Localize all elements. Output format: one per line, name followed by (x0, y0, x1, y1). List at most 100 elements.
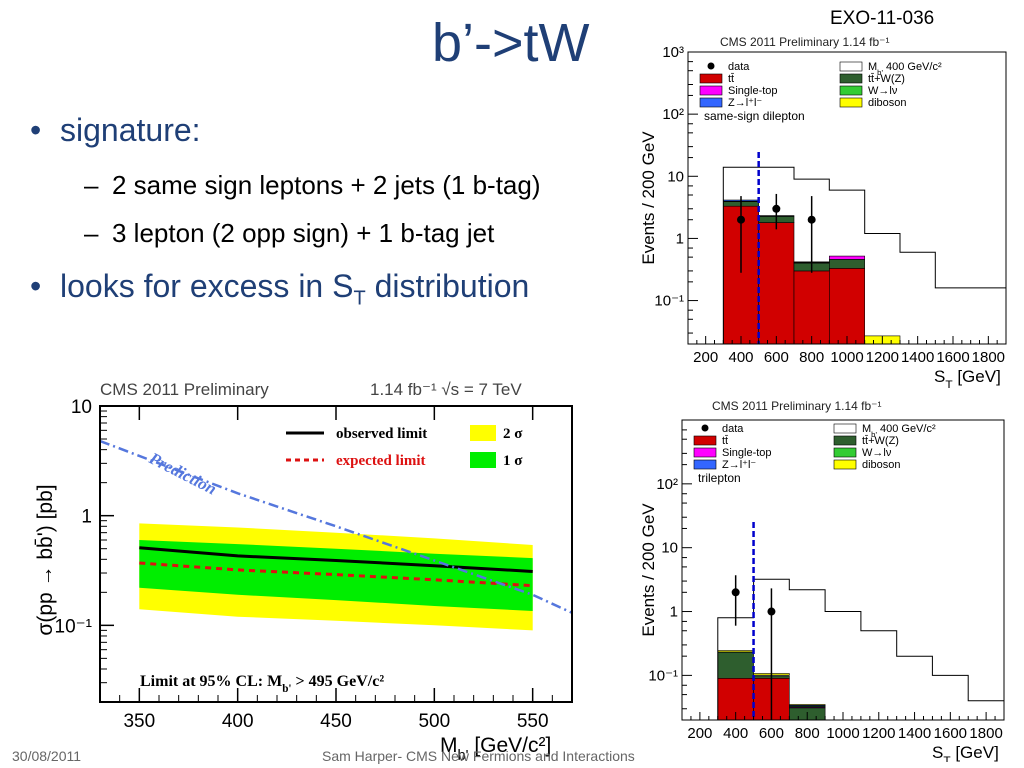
legend-singletop-label: Single-top (722, 447, 772, 459)
x-tick-label: 1600 (936, 349, 969, 366)
x-tick-label: 200 (693, 349, 718, 366)
hist-plot-area (722, 152, 1006, 344)
x-tick-label: 450 (320, 711, 352, 732)
x-tick-label: 800 (795, 725, 820, 742)
legend-1sigma-label: 1 σ (503, 453, 523, 469)
x-tick-label: 1800 (969, 725, 1002, 742)
x-axis-label: Mb' [GeV/c²] (440, 734, 551, 760)
limit-chart: CMS 2011 Preliminary 1.14 fb⁻¹ √s = 7 TeV… (34, 380, 573, 760)
chart-title: CMS 2011 Preliminary (100, 380, 269, 399)
legend-signal-swatch (833, 423, 857, 434)
hist-plot-area (717, 522, 1004, 720)
prediction-label: Prediction (145, 448, 219, 498)
legend-zll-swatch (693, 459, 717, 470)
x-tick-label: 550 (517, 711, 549, 732)
chart-luminosity: 1.14 fb⁻¹ √s = 7 TeV (370, 380, 522, 399)
y-tick-label: 10 (71, 397, 92, 418)
bullet-excess-text: looks for excess in S (60, 268, 354, 304)
region-label: same-sign dilepton (704, 109, 805, 123)
stack-bar-0 (793, 270, 830, 344)
x-tick-label: 600 (759, 725, 784, 742)
y-tick-label: 10 (667, 168, 684, 185)
legend-singletop-label: Single-top (728, 85, 778, 97)
y-tick-label: 1 (670, 604, 678, 621)
dash-icon: – (84, 218, 99, 248)
legend-zll-label: Z→l⁺l⁻ (728, 97, 762, 109)
footer-date: 30/08/2011 (12, 748, 82, 764)
legend-ttw-label: tt̄+W(Z) (868, 73, 905, 85)
legend-data-marker (707, 62, 715, 70)
y-tick-label: 1 (81, 507, 92, 528)
data-point (737, 215, 745, 224)
legend-signal-label: Mb' 400 GeV/c² (862, 423, 936, 439)
sub-bullet-trilepton-text: 3 lepton (2 opp sign) + 1 b-tag jet (112, 218, 495, 248)
sub-bullet-dilepton-text: 2 same sign leptons + 2 jets (1 b-tag) (112, 170, 541, 200)
legend-wlnu-label: W→lν (862, 447, 892, 459)
legend-wlnu-swatch (833, 447, 857, 458)
y-tick-label: 10 (661, 540, 678, 557)
legend-2sigma-swatch (470, 425, 496, 441)
stack-bar-5 (789, 704, 826, 706)
legend-zll-swatch (699, 97, 723, 108)
legend-ttw-label: tt̄+W(Z) (862, 435, 899, 447)
x-tick-label: 1000 (826, 725, 859, 742)
legend-signal-swatch (839, 61, 863, 72)
legend-data-marker (701, 424, 709, 432)
legend-zll-label: Z→l⁺l⁻ (722, 459, 756, 471)
legend-data-label: data (722, 423, 744, 435)
dilepton-chart: CMS 2011 Preliminary 1.14 fb⁻¹ 200 400 600 8… (639, 35, 1007, 388)
region-label: trilepton (698, 471, 741, 485)
x-tick-label: 600 (764, 349, 789, 366)
hist-title: CMS 2011 Preliminary 1.14 fb⁻¹ (712, 399, 882, 413)
slide-title: b’->tW (432, 13, 590, 73)
legend-ttw-swatch (833, 435, 857, 446)
x-tick-label: 1200 (862, 725, 895, 742)
x-tick-label: 500 (418, 711, 450, 732)
data-point (772, 204, 781, 213)
legend-singletop-swatch (699, 85, 723, 96)
data-point (731, 588, 740, 597)
stack-bar-0 (758, 222, 795, 344)
legend-diboson-swatch (833, 459, 857, 470)
stack-bar-2 (829, 255, 865, 260)
x-tick-label: 1200 (866, 349, 899, 366)
limit-annotation: Limit at 95% CL: Mb' > 495 GeV/c² (140, 673, 384, 695)
x-axis-label: ST [GeV] (932, 743, 999, 762)
bullet-dot-icon: • (30, 268, 42, 304)
bullet-excess: • looks for excess in ST distribution (30, 268, 529, 310)
signal-histogram (722, 166, 1006, 344)
legend-ttbar-label: tt̄ (728, 73, 734, 85)
sub-bullet-dilepton: –2 same sign leptons + 2 jets (1 b-tag) (84, 170, 541, 201)
footer-author: Sam Harper- CMS New Fermions and Interac… (322, 748, 635, 764)
stack-bar-1 (717, 651, 754, 679)
x-tick-label: 1800 (972, 349, 1005, 366)
signal-histogram (717, 578, 1004, 720)
legend-ttbar-swatch (699, 73, 723, 84)
dash-icon: – (84, 170, 99, 200)
bullet-signature-text: signature: (60, 112, 201, 148)
x-tick-label: 200 (687, 725, 712, 742)
bullet-excess-subscript: T (353, 287, 366, 310)
legend-2sigma-label: 2 σ (503, 426, 523, 442)
hist-title: CMS 2011 Preliminary 1.14 fb⁻¹ (720, 35, 890, 49)
stack-bar-5 (717, 650, 754, 653)
legend-data-label: data (728, 61, 750, 73)
legend-diboson-label: diboson (868, 97, 907, 109)
band-1-sigma (139, 540, 533, 611)
stack-bar-0 (829, 268, 865, 344)
sub-bullet-trilepton: –3 lepton (2 opp sign) + 1 b-tag jet (84, 218, 494, 249)
observed-limit-line (139, 546, 533, 573)
y-axis-label: σ(pp → bb̄') [pb] (34, 484, 57, 635)
legend-ttbar-label: tt̄ (722, 435, 728, 447)
legend-wlnu-label: W→lν (868, 85, 898, 97)
legend-diboson-label: diboson (862, 459, 901, 471)
trilepton-chart: CMS 2011 Preliminary 1.14 fb⁻¹ 200 400 600 8… (639, 399, 1005, 762)
bullet-signature: • signature: (30, 112, 201, 149)
legend-diboson-swatch (839, 97, 863, 108)
y-axis-label: Events / 200 GeV (639, 503, 658, 637)
x-tick-label: 1000 (830, 349, 863, 366)
x-tick-label: 350 (123, 711, 155, 732)
legend-singletop-swatch (693, 447, 717, 458)
x-tick-label: 1400 (901, 349, 934, 366)
y-tick-label: 1 (676, 230, 684, 247)
